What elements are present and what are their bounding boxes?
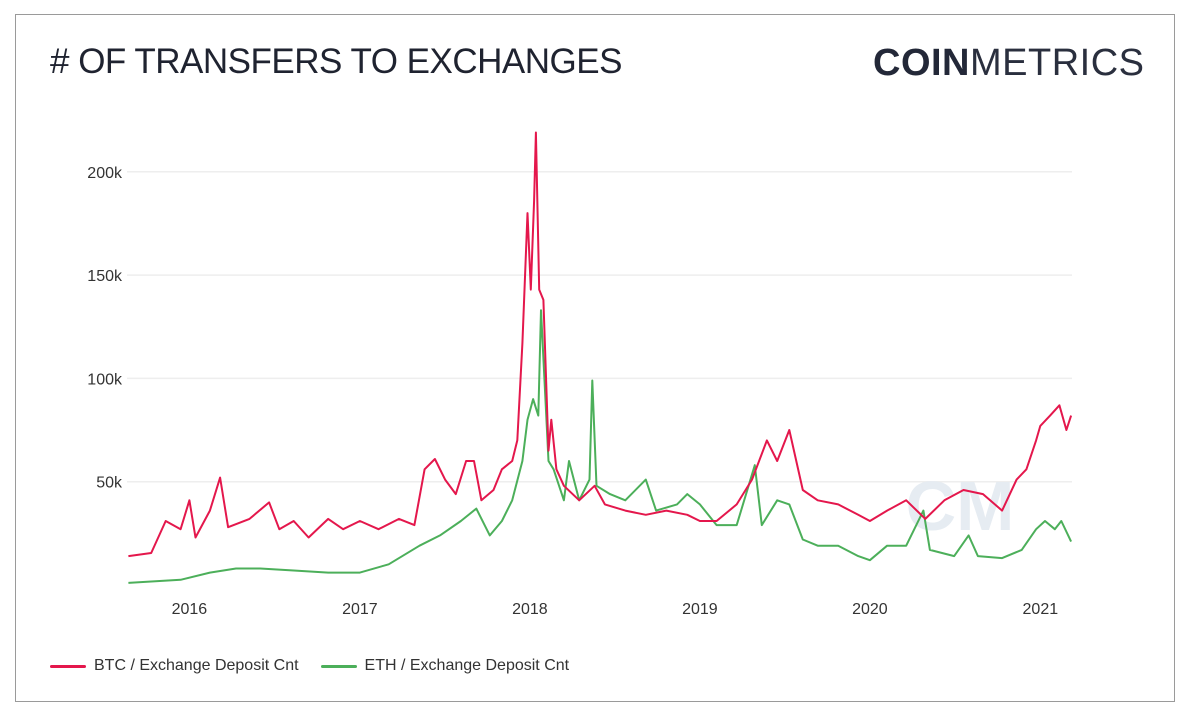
series-line-btc bbox=[128, 131, 1073, 558]
coinmetrics-logo: COINMETRICS bbox=[873, 42, 1145, 84]
x-tick-label: 2016 bbox=[172, 601, 208, 618]
y-tick-label: 150k bbox=[87, 268, 123, 285]
chart-card bbox=[15, 14, 1175, 702]
legend-label-eth: ETH / Exchange Deposit Cnt bbox=[364, 657, 570, 674]
x-tick-label: 2020 bbox=[852, 601, 888, 618]
y-tick-label: 100k bbox=[87, 371, 123, 388]
x-tick-label: 2018 bbox=[512, 601, 548, 618]
legend-item-btc[interactable]: BTC / Exchange Deposit Cnt bbox=[50, 657, 299, 675]
legend: BTC / Exchange Deposit Cnt ETH / Exchang… bbox=[50, 657, 569, 675]
y-tick-label: 50k bbox=[96, 475, 123, 492]
series-line-eth bbox=[128, 309, 1073, 584]
y-tick-label: 200k bbox=[87, 165, 123, 182]
legend-label-btc: BTC / Exchange Deposit Cnt bbox=[94, 657, 299, 674]
x-tick-label: 2017 bbox=[342, 601, 378, 618]
x-tick-label: 2021 bbox=[1023, 601, 1059, 618]
legend-swatch-eth bbox=[320, 664, 357, 668]
legend-item-eth[interactable]: ETH / Exchange Deposit Cnt bbox=[320, 657, 570, 675]
x-tick-label: 2019 bbox=[682, 601, 718, 618]
chart-title: # OF TRANSFERS TO EXCHANGES bbox=[50, 42, 622, 81]
legend-swatch-btc bbox=[50, 664, 86, 668]
